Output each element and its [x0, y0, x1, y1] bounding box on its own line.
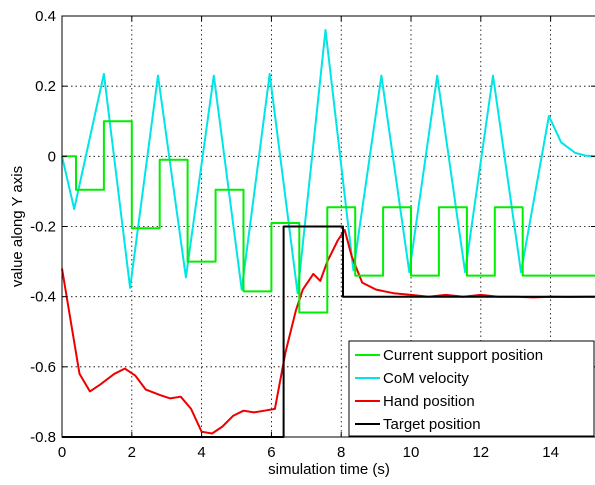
x-tick-label: 4	[197, 444, 205, 461]
y-tick-label: -0.8	[30, 429, 56, 446]
x-tick-label: 10	[403, 444, 420, 461]
y-tick-label: 0.4	[35, 8, 56, 25]
series-group	[61, 29, 595, 438]
x-tick-label: 0	[58, 444, 66, 461]
x-tick-label: 12	[472, 444, 489, 461]
x-tick-label: 6	[267, 444, 275, 461]
legend-label: CoM velocity	[383, 370, 469, 387]
y-tick-label: 0	[48, 148, 56, 165]
legend-label: Hand position	[383, 393, 475, 410]
y-axis-label: value along Y axis	[9, 166, 26, 287]
series-line-com-velocity	[61, 29, 595, 295]
y-tick-label: -0.2	[30, 219, 56, 236]
legend-box	[348, 340, 595, 437]
x-tick-label: 8	[337, 444, 345, 461]
series-line-hand-position	[61, 229, 595, 435]
legend-label: Target position	[383, 416, 481, 433]
x-axis-label: simulation time (s)	[268, 461, 390, 478]
y-tick-label: 0.2	[35, 78, 56, 95]
y-tick-label: -0.6	[30, 359, 56, 376]
x-tick-label: 14	[542, 444, 559, 461]
y-tick-label: -0.4	[30, 289, 56, 306]
legend-label: Current support position	[383, 347, 543, 364]
axis-ticks: 0 2 4 6 8 10 12 14 -0.8 -0.6 -0.4 -0.2 0 0.2 0.4	[30, 8, 595, 461]
legend: Current support position CoM velocity Hand…	[348, 340, 595, 437]
series-line-current-support-position	[62, 120, 595, 314]
x-tick-label: 2	[128, 444, 136, 461]
